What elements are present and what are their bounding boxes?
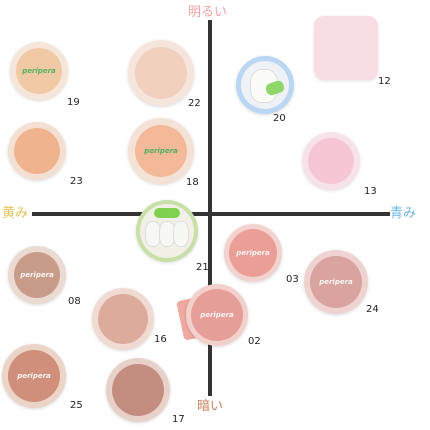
shade-22-number: 22 bbox=[188, 98, 201, 109]
shade-22-pan bbox=[135, 47, 187, 99]
shade-16-pan bbox=[98, 294, 148, 344]
shade-13-pan bbox=[308, 138, 354, 184]
shade-03-pan bbox=[229, 229, 277, 277]
shade-02-compact[interactable]: peripera bbox=[186, 284, 248, 346]
shade-16-compact[interactable] bbox=[92, 288, 154, 350]
shade-02-pan bbox=[191, 289, 243, 341]
shade-18-compact[interactable]: peripera bbox=[128, 118, 194, 184]
shade-19-compact[interactable]: peripera bbox=[10, 42, 68, 100]
axis-label-right: 青み bbox=[390, 206, 417, 221]
shade-08-number: 08 bbox=[68, 296, 81, 307]
shade-25-pan bbox=[8, 350, 60, 402]
shade-17-compact[interactable] bbox=[106, 358, 170, 422]
sticker-icon bbox=[154, 208, 180, 218]
shade-23-pan bbox=[14, 128, 60, 174]
shade-16-number: 16 bbox=[154, 334, 167, 345]
shade-19-pan bbox=[16, 48, 62, 94]
brand-logo: peripera bbox=[144, 147, 178, 155]
shade-23-number: 23 bbox=[70, 176, 83, 187]
shade-23-compact[interactable] bbox=[8, 122, 66, 180]
shade-22-compact[interactable] bbox=[128, 40, 194, 106]
shade-20-compact[interactable] bbox=[236, 56, 294, 114]
shade-20-number: 20 bbox=[273, 113, 286, 124]
axis-label-left: 黄み bbox=[2, 206, 29, 221]
axis-label-top: 明るい bbox=[188, 5, 228, 20]
shade-08-pan bbox=[14, 252, 60, 298]
shade-12-number: 12 bbox=[378, 76, 391, 87]
shade-25-number: 25 bbox=[70, 400, 83, 411]
brand-logo: peripera bbox=[20, 271, 54, 279]
puppy-illustration bbox=[174, 222, 188, 246]
shade-24-compact[interactable]: peripera bbox=[304, 250, 368, 314]
shade-24-number: 24 bbox=[366, 304, 379, 315]
shade-13-compact[interactable] bbox=[302, 132, 360, 190]
shade-17-number: 17 bbox=[172, 414, 185, 425]
shade-24-pan bbox=[310, 256, 362, 308]
shade-08-compact[interactable]: peripera bbox=[8, 246, 66, 304]
brand-logo: peripera bbox=[22, 67, 56, 75]
shade-19-number: 19 bbox=[67, 97, 80, 108]
shade-18-pan bbox=[135, 125, 187, 177]
puppy-illustration bbox=[160, 222, 174, 246]
puppy-illustration bbox=[146, 222, 160, 246]
shade-13-number: 13 bbox=[364, 186, 377, 197]
shade-02-number: 02 bbox=[248, 336, 261, 347]
shade-03-compact[interactable]: peripera bbox=[224, 224, 282, 282]
shade-03-number: 03 bbox=[286, 274, 299, 285]
shade-21-number: 21 bbox=[196, 262, 209, 273]
shade-18-number: 18 bbox=[186, 177, 199, 188]
shade-12-compact[interactable] bbox=[314, 16, 378, 80]
brand-logo: peripera bbox=[200, 311, 234, 319]
brand-logo: peripera bbox=[236, 249, 270, 257]
brand-logo: peripera bbox=[17, 372, 51, 380]
shade-17-pan bbox=[112, 364, 164, 416]
brand-logo: peripera bbox=[319, 278, 353, 286]
vertical-axis bbox=[208, 20, 212, 396]
shade-21-compact[interactable] bbox=[136, 200, 198, 262]
shade-25-compact[interactable]: peripera bbox=[2, 344, 66, 408]
axis-label-bottom: 暗い bbox=[197, 399, 224, 414]
